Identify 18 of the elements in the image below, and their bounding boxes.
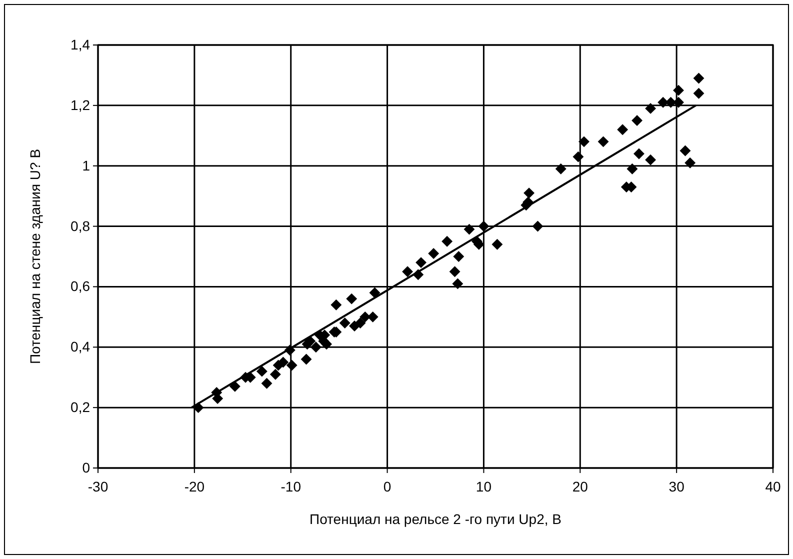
y-tick-label: 1: [82, 157, 90, 174]
y-tick-label: 0,2: [70, 399, 90, 416]
x-tick-label: 0: [383, 478, 392, 494]
y-axis-title: Потенциал на стене здания U? В: [27, 148, 43, 364]
y-tick-label: 0,8: [70, 218, 90, 234]
x-tick-label: 10: [476, 478, 492, 494]
y-tick-label: 0,4: [70, 338, 90, 355]
x-tick-label: -20: [184, 478, 205, 494]
y-tick-label: 0: [82, 459, 90, 476]
y-tick-label: 1,4: [70, 36, 90, 52]
y-tick-label: 1,2: [70, 96, 90, 113]
y-tick-label: 0,6: [70, 278, 90, 294]
x-axis-title: Потенциал на рельсе 2 -го пути Up2, В: [310, 511, 562, 527]
x-tick-label: 20: [572, 478, 588, 494]
x-tick-label: -30: [88, 478, 108, 494]
x-tick-label: 40: [765, 478, 781, 494]
x-tick-label: -10: [280, 478, 302, 494]
x-tick-label: 30: [668, 478, 685, 494]
